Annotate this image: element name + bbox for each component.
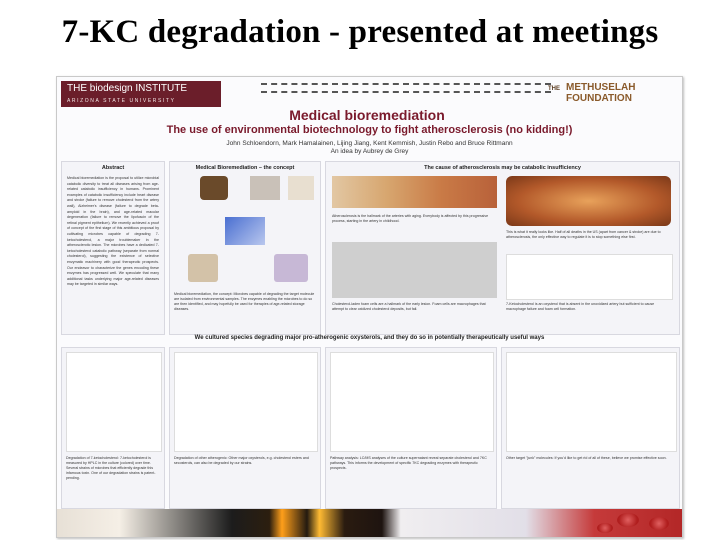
pathway-diagram <box>330 352 494 452</box>
cause-panel: The cause of atherosclerosis may be cata… <box>325 161 680 335</box>
junk-caption: Other target "junk" molecules: If you'd … <box>506 456 667 460</box>
plaque-photo <box>506 176 671 226</box>
other-caption: Degradation of other atherogenic: Other … <box>174 456 309 465</box>
poster-title: Medical bioremediation <box>289 107 445 123</box>
foam-caption: Cholesterol-laden foam cells are a hallm… <box>332 302 486 311</box>
dashed-line-top <box>261 83 551 85</box>
kc-chart <box>506 254 673 300</box>
other-oxysterols-panel: Degradation of other atherogenic: Other … <box>169 347 321 509</box>
biodesign-logo: THE biodesign INSTITUTE ARIZONA STATE UN… <box>61 81 221 107</box>
slide-title: 7-KC degradation - presented at meetings <box>61 14 659 50</box>
red-blood-cell <box>597 523 613 533</box>
foam-cell-micrograph <box>332 242 497 298</box>
methuselah-line1: METHUSELAH <box>566 82 636 93</box>
junk-structures <box>506 352 677 452</box>
bottom-photo-strip <box>57 509 682 537</box>
microbe-photo <box>200 176 228 200</box>
pathway-caption: Pathway analysis: LC/MS analyses of the … <box>330 456 487 470</box>
degradation-chart <box>66 352 162 452</box>
poster-image: THE biodesign INSTITUTE ARIZONA STATE UN… <box>56 76 683 538</box>
looks-like-caption: This is what it really looks like. Half … <box>506 230 661 239</box>
abstract-text: Medical bioremediation is the proposal t… <box>67 176 159 287</box>
concept-heading: Medical Bioremediation – the concept <box>195 165 295 171</box>
oxysterol-structures <box>174 352 318 452</box>
patient-illustration <box>274 254 308 282</box>
artery-progression-photo <box>332 176 497 208</box>
pathway-panel: Pathway analysis: LC/MS analyses of the … <box>325 347 497 509</box>
red-blood-cell <box>649 517 669 530</box>
methuselah-the: THE <box>548 86 560 92</box>
poster-authors: John Schloendorn, Mark Hamalainen, Lijin… <box>226 140 513 147</box>
poster-subtitle: The use of environmental biotechnology t… <box>166 124 573 136</box>
kc-caption: 7-Ketocholesterol is an oxysterol that i… <box>506 302 655 311</box>
red-blood-cell <box>617 513 639 527</box>
biodesign-logo-text: THE biodesign INSTITUTE <box>67 83 188 94</box>
tissue-photo <box>288 176 314 200</box>
cell-illustration <box>188 254 218 282</box>
dashed-line-bottom <box>261 91 551 93</box>
arteries-photo <box>250 176 280 200</box>
cause-heading: The cause of atherosclerosis may be cata… <box>424 165 581 171</box>
methuselah-line2: FOUNDATION <box>566 93 632 104</box>
concept-panel: Medical Bioremediation – the concept Med… <box>169 161 321 335</box>
methuselah-logo: THE METHUSELAH FOUNDATION <box>548 81 676 107</box>
athero-caption: Atherosclerosis is the hallmark of the a… <box>332 214 489 223</box>
junk-molecules-panel: Other target "junk" molecules: If you'd … <box>501 347 680 509</box>
asu-text: ARIZONA STATE UNIVERSITY <box>67 98 176 104</box>
concept-caption: Medical bioremediation, the concept: Mic… <box>174 292 315 311</box>
enzyme-diagram <box>225 217 265 245</box>
degradation-caption: Degradation of 7-ketocholesterol: 7-keto… <box>66 456 156 480</box>
abstract-heading: Abstract <box>101 165 125 171</box>
results-banner: We cultured species degrading major pro-… <box>194 335 545 341</box>
abstract-panel: Abstract Medical bioremediation is the p… <box>61 161 165 335</box>
poster-idea-credit: An idea by Aubrey de Grey <box>330 148 409 155</box>
degradation-panel: Degradation of 7-ketocholesterol: 7-keto… <box>61 347 165 509</box>
